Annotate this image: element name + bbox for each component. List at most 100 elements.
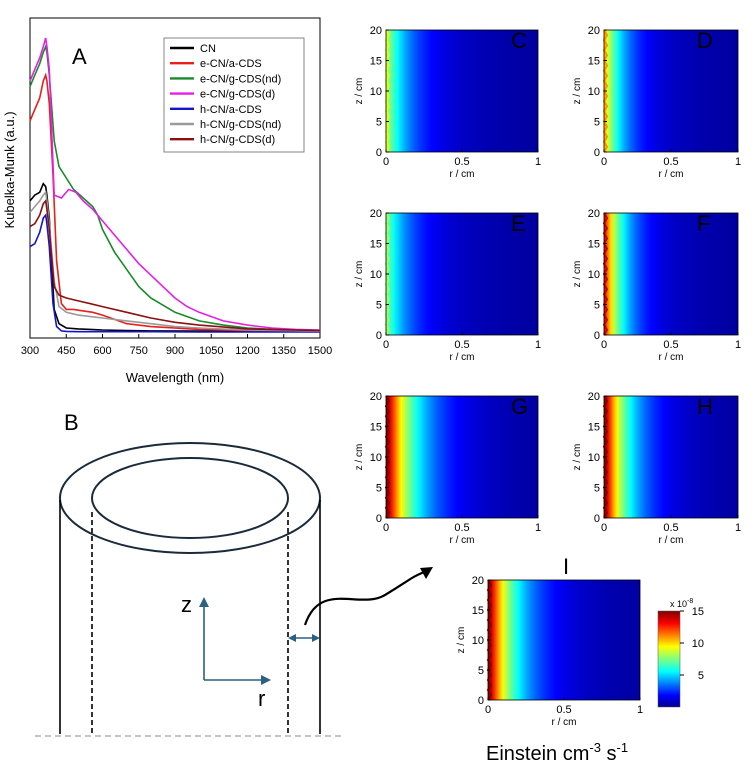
heatmap-xlabel: r / cm [552,717,577,728]
x-tick-label: 0 [383,156,389,168]
y-tick-label: 10 [370,86,382,98]
heatmap-ylabel: z / cm [572,444,583,471]
colorbar-tick-label: 15 [692,606,704,618]
colorbar-tick-label: 5 [698,670,704,682]
y-tick-label: 10 [588,269,600,281]
legend-label: h-CN/g-CDS(nd) [200,119,281,131]
y-tick-label: 5 [376,300,382,312]
x-tick-label: 1350 [272,345,296,357]
y-tick-label: 0 [376,330,382,342]
legend-label: h-CN/g-CDS(d) [200,134,275,146]
x-tick-label: 1 [535,522,541,534]
series-line-1 [29,72,321,332]
gap-arrowhead-left-icon [288,634,296,642]
colorbar-ticks: 5 10 15 [680,606,704,682]
y-tick-label: 20 [588,391,600,403]
heatmap-field [386,30,538,152]
series-line-5 [29,190,321,332]
legend-label: e-CN/a-CDS [200,58,262,70]
gap-arrowhead-right-icon [312,634,320,642]
heatmap-ylabel: z / cm [354,444,365,471]
heatmap-field [604,396,738,518]
heatmap-xlabel: r / cm [659,169,684,180]
series-line-2 [29,43,321,332]
y-tick-label: 10 [370,269,382,281]
series-line-3 [29,37,321,331]
x-tick-label: 0.5 [454,156,469,168]
y-tick-label: 10 [588,452,600,464]
panel-a-legend: CN e-CN/a-CDS e-CN/g-CDS(nd) e-CN/g-CDS(d) h… [163,37,305,153]
panel-letter: D [697,28,713,53]
x-tick-label: 0 [601,522,607,534]
panel-letter: F [697,211,710,236]
heatmap-ylabel: z / cm [456,627,467,654]
x-tick-label: 0 [485,704,491,716]
colorbar-tick-label: 10 [692,638,704,650]
series-line-4 [29,213,320,333]
x-tick-label: 0 [601,339,607,351]
pointer-arrowhead-icon [420,567,433,579]
panel-a-xlabel: Wavelength (nm) [126,370,225,385]
x-tick-label: 0.5 [663,339,678,351]
x-tick-label: 0.5 [556,704,571,716]
y-tick-label: 0 [594,147,600,159]
x-tick-label: 300 [21,345,39,357]
heatmap-ylabel: z / cm [572,261,583,288]
x-tick-label: 0.5 [663,156,678,168]
y-tick-label: 15 [588,422,600,434]
heatmap-field [386,396,538,518]
inner-ring [91,457,289,539]
y-tick-label: 20 [370,391,382,403]
heatmap-xlabel: r / cm [450,169,475,180]
panel-a-series-group [29,37,321,333]
x-tick-label: 1 [535,156,541,168]
heatmap-xlabel: r / cm [450,535,475,546]
y-tick-label: 15 [588,56,600,68]
y-tick-label: 5 [594,117,600,129]
colorbar-multiplier: x 10-8 [670,598,693,609]
panel-letter: I [563,554,569,579]
x-tick-label: 1 [637,704,643,716]
x-tick-label: 1050 [199,345,223,357]
x-tick-label: 450 [57,345,75,357]
heatmap-xlabel: r / cm [450,352,475,363]
legend-label: CN [200,43,216,55]
x-tick-label: 1 [735,156,741,168]
panel-a-ylabel: Kubelka-Munk (a.u.) [2,111,17,228]
y-tick-label: 15 [588,239,600,251]
y-tick-label: 5 [376,117,382,129]
x-tick-label: 600 [93,345,111,357]
y-tick-label: 15 [370,239,382,251]
x-tick-label: 0.5 [454,522,469,534]
panel-a-x-ticks: 300 450 600 750 900 1050 1200 1350 1500 [21,334,332,357]
y-tick-label: 20 [370,208,382,220]
panel-letter: E [511,211,526,236]
outer-ring [59,442,321,554]
legend-label: e-CN/g-CDS(d) [200,89,275,101]
y-tick-label: 15 [370,422,382,434]
panel-b: B z r [35,410,433,737]
series-line-0 [29,182,321,333]
x-tick-label: 0 [601,156,607,168]
x-tick-label: 900 [166,345,184,357]
legend-label: e-CN/g-CDS(nd) [200,73,281,85]
panel-letter: G [511,394,528,419]
y-tick-label: 20 [370,25,382,37]
x-tick-label: 1500 [308,345,332,357]
r-axis-label: r [258,686,265,711]
y-tick-label: 0 [594,330,600,342]
x-tick-label: 1 [735,339,741,351]
panel-a: A 300 450 600 750 900 1050 1200 1350 1500 Wavele… [2,17,332,385]
r-arrowhead-icon [261,675,271,685]
y-tick-label: 10 [588,86,600,98]
y-tick-label: 0 [376,147,382,159]
x-tick-label: 1 [735,522,741,534]
heatmap-xlabel: r / cm [659,535,684,546]
